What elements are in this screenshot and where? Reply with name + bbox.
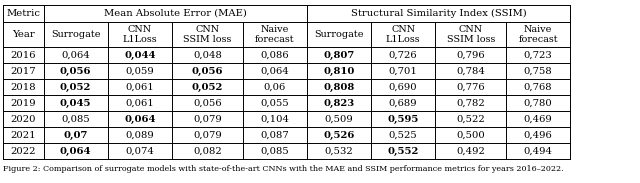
Text: 0,500: 0,500 (456, 131, 485, 140)
Text: Metric: Metric (6, 9, 40, 18)
Text: 0,074: 0,074 (125, 147, 154, 156)
Text: 0,044: 0,044 (124, 51, 156, 60)
Text: 0,052: 0,052 (192, 83, 223, 92)
Text: Surrogate: Surrogate (314, 30, 364, 39)
Text: 0,079: 0,079 (193, 131, 222, 140)
Text: 0,087: 0,087 (260, 131, 289, 140)
Text: 0,079: 0,079 (193, 115, 222, 124)
Text: 0,494: 0,494 (524, 147, 552, 156)
Text: 0,059: 0,059 (125, 67, 154, 76)
Text: 0,492: 0,492 (456, 147, 485, 156)
Text: Year: Year (12, 30, 35, 39)
Text: 0,823: 0,823 (323, 99, 355, 108)
Text: 0,089: 0,089 (125, 131, 154, 140)
Text: 0,045: 0,045 (60, 99, 92, 108)
Text: 2019: 2019 (10, 99, 36, 108)
Text: 2017: 2017 (10, 67, 36, 76)
Text: Figure 2: Comparison of surrogate models with state-of-the-art CNNs with the MAE: Figure 2: Comparison of surrogate models… (3, 165, 563, 173)
Text: 0,056: 0,056 (192, 67, 223, 76)
Text: 0,808: 0,808 (323, 83, 355, 92)
Text: CNN
L1Loss: CNN L1Loss (122, 25, 157, 44)
Text: 0,701: 0,701 (388, 67, 417, 76)
Text: 0,595: 0,595 (387, 115, 419, 124)
Text: 0,758: 0,758 (524, 67, 552, 76)
Text: 0,784: 0,784 (456, 67, 485, 76)
Text: 0,726: 0,726 (388, 51, 417, 60)
Text: 0,056: 0,056 (60, 67, 92, 76)
Text: 0,082: 0,082 (193, 147, 222, 156)
Text: 0,782: 0,782 (456, 99, 485, 108)
Text: 2016: 2016 (10, 51, 36, 60)
Text: 0,061: 0,061 (125, 99, 154, 108)
Text: CNN
SSIM loss: CNN SSIM loss (447, 25, 495, 44)
Text: 2021: 2021 (10, 131, 36, 140)
Text: 0,689: 0,689 (388, 99, 417, 108)
Text: 0,532: 0,532 (324, 147, 353, 156)
Text: 0,796: 0,796 (456, 51, 485, 60)
Text: Mean Absolute Error (MAE): Mean Absolute Error (MAE) (104, 9, 246, 18)
Text: 0,807: 0,807 (323, 51, 355, 60)
Text: 0,723: 0,723 (524, 51, 552, 60)
Text: 0,552: 0,552 (387, 147, 419, 156)
Text: 0,061: 0,061 (125, 83, 154, 92)
Text: 2022: 2022 (10, 147, 36, 156)
Text: 0,064: 0,064 (60, 147, 92, 156)
Text: 0,768: 0,768 (524, 83, 552, 92)
Text: 0,810: 0,810 (323, 67, 355, 76)
Text: 0,056: 0,056 (193, 99, 222, 108)
Text: 0,07: 0,07 (63, 131, 88, 140)
Text: 0,496: 0,496 (524, 131, 552, 140)
Text: Naive
forecast: Naive forecast (255, 25, 294, 44)
Text: 0,064: 0,064 (61, 51, 90, 60)
Text: 0,776: 0,776 (456, 83, 485, 92)
Text: 2018: 2018 (10, 83, 36, 92)
Text: CNN
L1Loss: CNN L1Loss (386, 25, 420, 44)
Text: 0,086: 0,086 (260, 51, 289, 60)
Text: 0,526: 0,526 (323, 131, 355, 140)
Text: 0,048: 0,048 (193, 51, 222, 60)
Text: Naive
forecast: Naive forecast (518, 25, 558, 44)
Text: 0,052: 0,052 (60, 83, 92, 92)
Text: 0,06: 0,06 (264, 83, 286, 92)
Text: CNN
SSIM loss: CNN SSIM loss (183, 25, 232, 44)
Text: 0,525: 0,525 (388, 131, 417, 140)
Text: 0,522: 0,522 (456, 115, 485, 124)
Text: Structural Similarity Index (SSIM): Structural Similarity Index (SSIM) (351, 9, 526, 18)
Text: 0,690: 0,690 (388, 83, 417, 92)
Text: 2020: 2020 (10, 115, 36, 124)
Text: 0,064: 0,064 (260, 67, 289, 76)
Text: 0,064: 0,064 (124, 115, 156, 124)
Text: Surrogate: Surrogate (51, 30, 100, 39)
Text: 0,469: 0,469 (524, 115, 552, 124)
Text: 0,055: 0,055 (260, 99, 289, 108)
Text: 0,509: 0,509 (324, 115, 353, 124)
Text: 0,085: 0,085 (260, 147, 289, 156)
Text: 0,104: 0,104 (260, 115, 289, 124)
Text: 0,780: 0,780 (524, 99, 552, 108)
Text: 0,085: 0,085 (61, 115, 90, 124)
